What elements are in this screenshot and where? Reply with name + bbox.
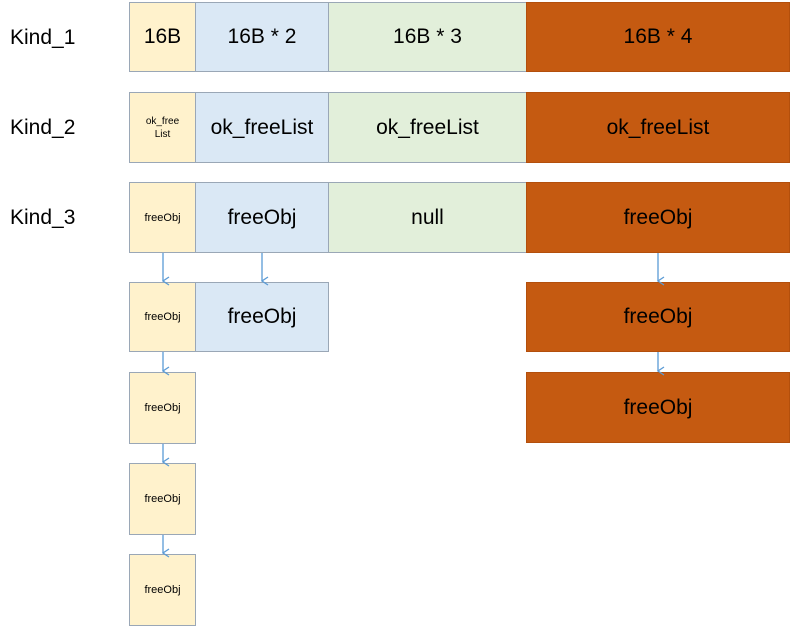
kind3-cell-2: freeObj [195, 182, 329, 253]
chain1-node-2-text: freeObj [144, 402, 181, 414]
chain4-node-1: freeObj [526, 282, 790, 352]
kind3-cell-2-text: freeObj [227, 205, 297, 229]
chain4-node-2: freeObj [526, 372, 790, 443]
kind1-cell-16b: 16B [129, 2, 196, 72]
chain2-node-1-text: freeObj [227, 305, 297, 328]
row-label-kind-2: Kind_2 [10, 116, 76, 139]
kind1-cell-16b-x3: 16B * 3 [328, 2, 527, 72]
kind2-cell-2: ok_freeList [195, 92, 329, 163]
kind1-cell-16b-x2: 16B * 2 [195, 2, 329, 72]
row-label-kind-1: Kind_1 [10, 26, 76, 49]
kind3-cell-4-text: freeObj [623, 205, 693, 229]
chain1-node-1-text: freeObj [144, 311, 181, 323]
chain1-node-3-text: freeObj [144, 493, 181, 505]
chain4-node-1-text: freeObj [623, 305, 693, 328]
kind2-cell-3: ok_freeList [328, 92, 527, 163]
kind3-cell-3: null [328, 182, 527, 253]
kind1-cell-16b-x2-text: 16B * 2 [227, 25, 297, 48]
kind3-cell-3-text: null [411, 205, 444, 229]
chain1-node-3: freeObj [129, 463, 196, 535]
kind2-cell-4: ok_freeList [526, 92, 790, 163]
chain1-node-2: freeObj [129, 372, 196, 444]
row-label-kind-3: Kind_3 [10, 206, 76, 229]
kind2-cell-3-text: ok_freeList [376, 115, 479, 139]
kind1-cell-16b-x4-text: 16B * 4 [623, 25, 693, 48]
chain1-node-4-text: freeObj [144, 584, 181, 596]
kind3-cell-1-text: freeObj [144, 211, 181, 224]
kind3-cell-1: freeObj [129, 182, 196, 253]
kind3-cell-4: freeObj [526, 182, 790, 253]
chain1-node-1: freeObj [129, 282, 196, 352]
chain4-node-2-text: freeObj [623, 395, 693, 419]
kind1-cell-16b-x4: 16B * 4 [526, 2, 790, 72]
kind1-cell-16b-text: 16B [143, 25, 182, 48]
kind2-cell-1-text: ok_free List [145, 115, 180, 140]
kind1-cell-16b-x3-text: 16B * 3 [393, 25, 462, 48]
kind2-cell-1: ok_free List [129, 92, 196, 163]
kind2-cell-2-text: ok_freeList [210, 115, 314, 139]
kind2-cell-4-text: ok_freeList [606, 115, 710, 139]
chain1-node-4: freeObj [129, 554, 196, 626]
